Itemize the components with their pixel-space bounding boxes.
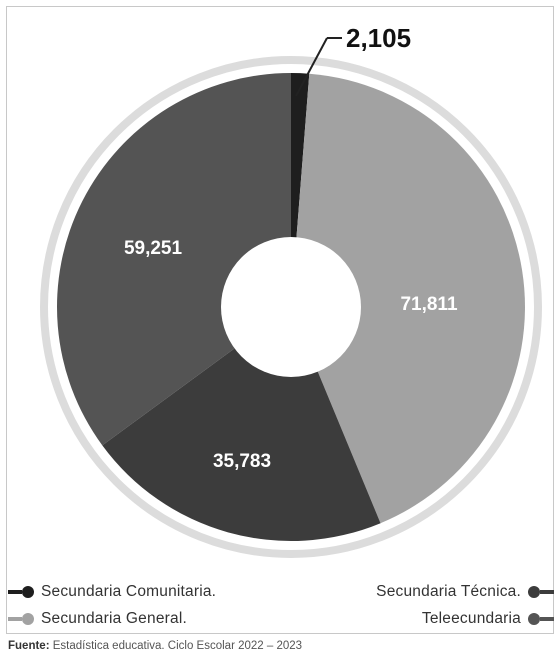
legend-label: Teleecundaria: [421, 610, 521, 627]
legend-line-icon: [540, 590, 554, 594]
data-label-comunitaria: 2,105: [346, 23, 411, 53]
source-text: Estadística educativa. Ciclo Escolar 202…: [52, 640, 303, 652]
legend-item-tecnica: Secundaria Técnica.: [376, 582, 554, 602]
data-label-general: 71,811: [400, 294, 457, 315]
data-label-tecnica: 35,783: [213, 451, 271, 472]
legend-line-icon: [540, 617, 554, 621]
slice-tele: [57, 73, 292, 446]
legend-dot-icon: [528, 613, 540, 625]
legend-item-tele: Teleecundaria: [422, 609, 554, 629]
legend-item-comunitaria: Secundaria Comunitaria.: [8, 582, 216, 602]
source-note: Fuente: Estadística educativa. Ciclo Esc…: [8, 640, 302, 652]
donut-chart: 2,105 71,811 35,783 59,251: [40, 23, 542, 558]
legend-item-general: Secundaria General.: [8, 609, 187, 629]
legend-dot-icon: [22, 613, 34, 625]
slice-general: [291, 73, 525, 524]
donut-hole: [221, 237, 361, 377]
source-label: Fuente:: [8, 640, 50, 652]
legend-dot-icon: [528, 586, 540, 598]
legend-dot-icon: [22, 586, 34, 598]
legend-label: Secundaria General.: [41, 610, 187, 627]
legend-line-icon: [8, 617, 22, 621]
data-label-tele: 59,251: [124, 238, 183, 259]
legend-line-icon: [8, 590, 22, 594]
callout-line: [295, 37, 328, 97]
legend-label: Secundaria Técnica.: [376, 583, 521, 600]
legend-label: Secundaria Comunitaria.: [41, 583, 217, 600]
